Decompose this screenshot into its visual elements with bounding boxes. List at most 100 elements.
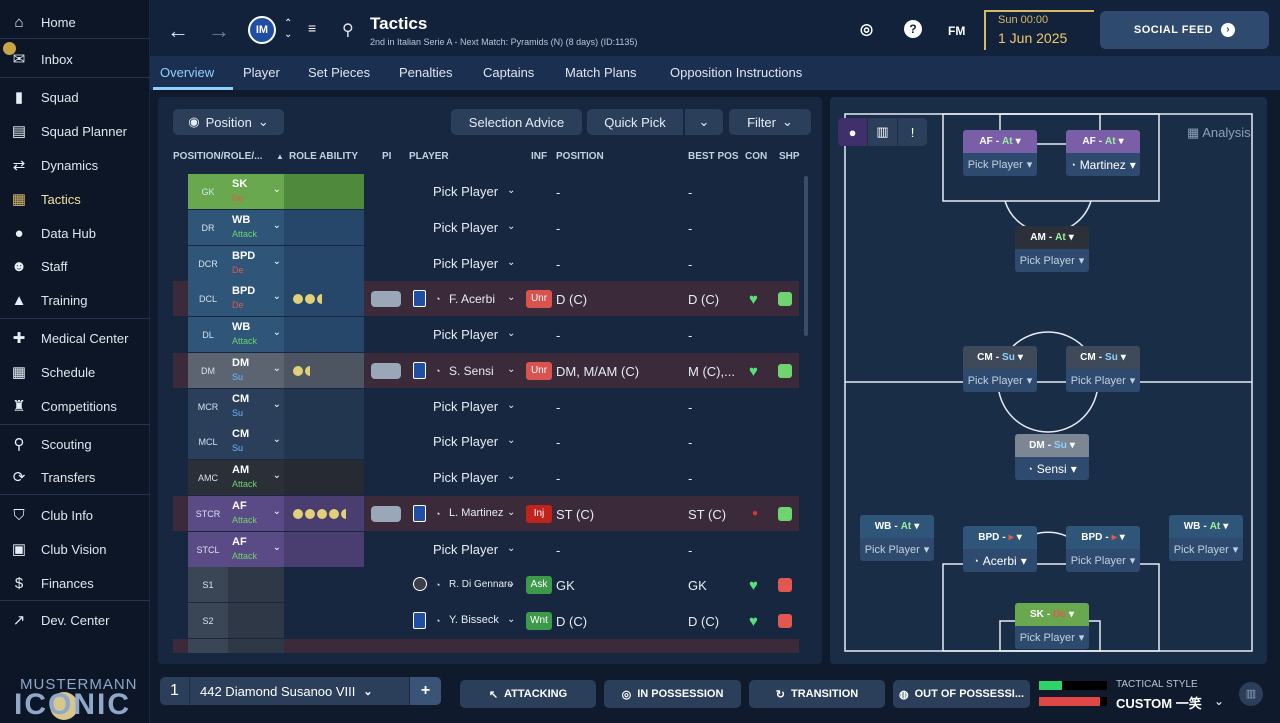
pick-player-select[interactable]: Pick Player — [433, 184, 499, 199]
table-row[interactable]: S1 ◔ R. Di Gennaro ⌄ Ask GK GK ♥ — [173, 567, 799, 602]
pitch-view-alert-icon[interactable]: ! — [898, 118, 927, 146]
table-row[interactable]: DM DM Su ⌄ ◔ S. Sensi ⌄ Unr DM, M/AM (C) M… — [173, 353, 799, 388]
pitch-view-stats-icon[interactable]: ▥ — [868, 118, 897, 146]
in-possession-button[interactable]: ◎ IN POSSESSION — [604, 680, 741, 708]
sidebar-item-inbox[interactable]: ✉ Inbox — [0, 44, 150, 74]
header-con[interactable]: CON — [745, 151, 768, 162]
pick-player-select[interactable]: Pick Player — [433, 434, 499, 449]
sidebar-item-squad-planner[interactable]: ▤ Squad Planner — [0, 116, 150, 146]
quick-pick-button[interactable]: Quick Pick — [587, 109, 683, 135]
role-selector[interactable] — [228, 567, 284, 602]
table-row[interactable]: S2 ◔ Y. Bisseck ⌄ Wnt D (C) D (C) ♥ — [173, 603, 799, 638]
table-row[interactable]: DCR BPD De ⌄ Pick Player ⌄ - - — [173, 246, 799, 281]
social-feed-button[interactable]: SOCIAL FEED › — [1100, 11, 1269, 49]
chevron-down-icon[interactable]: ⌄ — [507, 292, 516, 303]
header-role-ability[interactable]: ROLE ABILITY — [289, 151, 359, 162]
sidebar-item-club-vision[interactable]: ▣ Club Vision — [0, 534, 150, 564]
pitch-slot-dm[interactable]: DM - Su ▾ ◔ Sensi ▾ — [1015, 434, 1089, 480]
chevron-down-icon[interactable]: ⌄ — [507, 507, 516, 518]
role-selector[interactable]: SK De ⌄ — [228, 174, 284, 209]
help-icon[interactable]: ? — [904, 20, 922, 38]
tactic-selector[interactable]: 1 442 Diamond Susanoo VIII ⌄ + — [160, 677, 441, 705]
world-ball-icon[interactable]: ◎ — [860, 21, 874, 38]
pitch-slot-cm-right[interactable]: CM - Su ▾ Pick Player ▾ — [1066, 346, 1140, 392]
tactical-style-value[interactable]: CUSTOM 一笑 — [1116, 696, 1202, 711]
sort-ascending-icon[interactable]: ▲ — [276, 152, 284, 161]
sidebar-item-finances[interactable]: $ Finances — [0, 568, 150, 598]
table-row[interactable]: STCL AF Attack ⌄ Pick Player ⌄ - - — [173, 532, 799, 567]
header-position-role[interactable]: POSITION/ROLE/... — [173, 151, 263, 162]
chevron-down-icon[interactable]: ⌄ — [507, 328, 516, 339]
header-position[interactable]: POSITION — [556, 151, 604, 162]
player-name[interactable]: Y. Bisseck — [449, 614, 499, 626]
role-selector[interactable] — [228, 639, 284, 653]
pick-player-select[interactable]: Pick Player — [433, 399, 499, 414]
tab-penalties[interactable]: Penalties — [399, 65, 453, 80]
table-row-partial[interactable] — [173, 639, 799, 653]
player-instructions-icon[interactable] — [371, 291, 401, 307]
tab-player[interactable]: Player — [243, 65, 280, 80]
sidebar-item-transfers[interactable]: ⟳ Transfers — [0, 462, 150, 492]
table-row[interactable]: AMC AM Attack ⌄ Pick Player ⌄ - - — [173, 460, 799, 495]
role-selector[interactable]: WB Attack ⌄ — [228, 317, 284, 352]
fm-logo[interactable]: FM — [948, 24, 966, 38]
menu-icon[interactable]: ≡ — [308, 20, 317, 36]
sidebar-item-squad[interactable]: ▮ Squad — [0, 82, 150, 112]
pick-player-select[interactable]: Pick Player — [433, 542, 499, 557]
pitch-slot-am[interactable]: AM - At ▾ Pick Player ▾ — [1015, 226, 1089, 272]
pitch-view-player-icon[interactable]: ● — [838, 118, 867, 146]
table-row[interactable]: DL WB Attack ⌄ Pick Player ⌄ - - — [173, 317, 799, 352]
sidebar-item-data-hub[interactable]: ● Data Hub — [0, 218, 150, 248]
tab-overview[interactable]: Overview — [160, 65, 215, 80]
current-date[interactable]: 1 Jun 2025 — [998, 30, 1068, 46]
filter-button[interactable]: Filter ⌄ — [729, 109, 811, 135]
role-selector[interactable]: AF Attack ⌄ — [228, 496, 284, 531]
chevron-down-icon[interactable]: ⌄ — [507, 543, 516, 554]
table-row[interactable]: DCL BPD De ⌄ ◔ F. Acerbi ⌄ Unr D (C) D (C)… — [173, 281, 799, 316]
table-row[interactable]: MCL CM Su ⌄ Pick Player ⌄ - - — [173, 424, 799, 459]
role-selector[interactable]: BPD De ⌄ — [228, 246, 284, 281]
pitch-slot-wb-right[interactable]: WB - At ▾ Pick Player ▾ — [860, 515, 934, 561]
pick-player-select[interactable]: Pick Player — [433, 220, 499, 235]
pitch-slot-wb-left[interactable]: WB - At ▾ Pick Player ▾ — [1169, 515, 1243, 561]
pick-player-select[interactable]: Pick Player — [433, 470, 499, 485]
pitch-slot-cm-left[interactable]: CM - Su ▾ Pick Player ▾ — [963, 346, 1037, 392]
sidebar-item-schedule[interactable]: ▦ Schedule — [0, 357, 150, 387]
sidebar-item-dynamics[interactable]: ⇄ Dynamics — [0, 150, 150, 180]
sidebar-item-home[interactable]: ⌂ Home — [0, 7, 150, 37]
player-name[interactable]: F. Acerbi — [449, 292, 496, 306]
position-view-button[interactable]: ◉ Position ⌄ — [173, 109, 284, 135]
sidebar-item-tactics[interactable]: ▦ Tactics — [0, 184, 150, 214]
transition-button[interactable]: ↻ TRANSITION — [749, 680, 885, 708]
player-name[interactable]: R. Di Gennaro — [449, 579, 513, 590]
table-row[interactable]: STCR AF Attack ⌄ ◔ L. Martinez ⌄ Inj ST (C… — [173, 496, 799, 531]
chevron-down-icon[interactable]: ⌄ — [1214, 694, 1225, 708]
chevron-down-icon[interactable]: ⌄ — [507, 471, 516, 482]
role-selector[interactable]: CM Su ⌄ — [228, 424, 284, 459]
table-row[interactable]: DR WB Attack ⌄ Pick Player ⌄ - - — [173, 210, 799, 245]
role-selector[interactable] — [228, 603, 284, 638]
header-player[interactable]: PLAYER — [409, 151, 449, 162]
tab-set-pieces[interactable]: Set Pieces — [308, 65, 371, 80]
sidebar-item-staff[interactable]: ☻ Staff — [0, 251, 150, 281]
attacking-button[interactable]: ↖ ATTACKING — [460, 680, 596, 708]
chevron-down-icon[interactable]: ⌄ — [507, 578, 516, 589]
header-best-pos[interactable]: BEST POS — [688, 151, 739, 162]
out-of-possession-button[interactable]: ◍ OUT OF POSSESSI... — [893, 680, 1030, 708]
club-badge[interactable]: IM — [248, 16, 276, 44]
back-arrow-icon[interactable]: ← — [167, 18, 189, 43]
pitch-slot-bpd-right[interactable]: BPD - ▸ ▾ Pick Player ▾ — [1066, 526, 1140, 572]
player-name[interactable]: L. Martinez — [449, 507, 504, 519]
chevron-down-icon[interactable]: ⌄ — [507, 400, 516, 411]
pick-player-select[interactable]: Pick Player — [433, 256, 499, 271]
role-selector[interactable]: DM Su ⌄ — [228, 353, 284, 388]
analysis-button[interactable]: ▦ Analysis — [1187, 125, 1251, 141]
sidebar-item-scouting[interactable]: ⚲ Scouting — [0, 429, 150, 459]
sidebar-item-dev-center[interactable]: ↗ Dev. Center — [0, 605, 150, 635]
table-row[interactable]: MCR CM Su ⌄ Pick Player ⌄ - - — [173, 389, 799, 424]
sidebar-item-competitions[interactable]: ♜ Competitions — [0, 391, 150, 421]
chevron-down-icon[interactable]: ⌄ — [507, 435, 516, 446]
search-icon[interactable]: ⚲ — [342, 22, 354, 39]
selection-advice-button[interactable]: Selection Advice — [451, 109, 582, 135]
club-switch-chevrons-icon[interactable]: ⌃ ⌄ — [284, 18, 293, 40]
